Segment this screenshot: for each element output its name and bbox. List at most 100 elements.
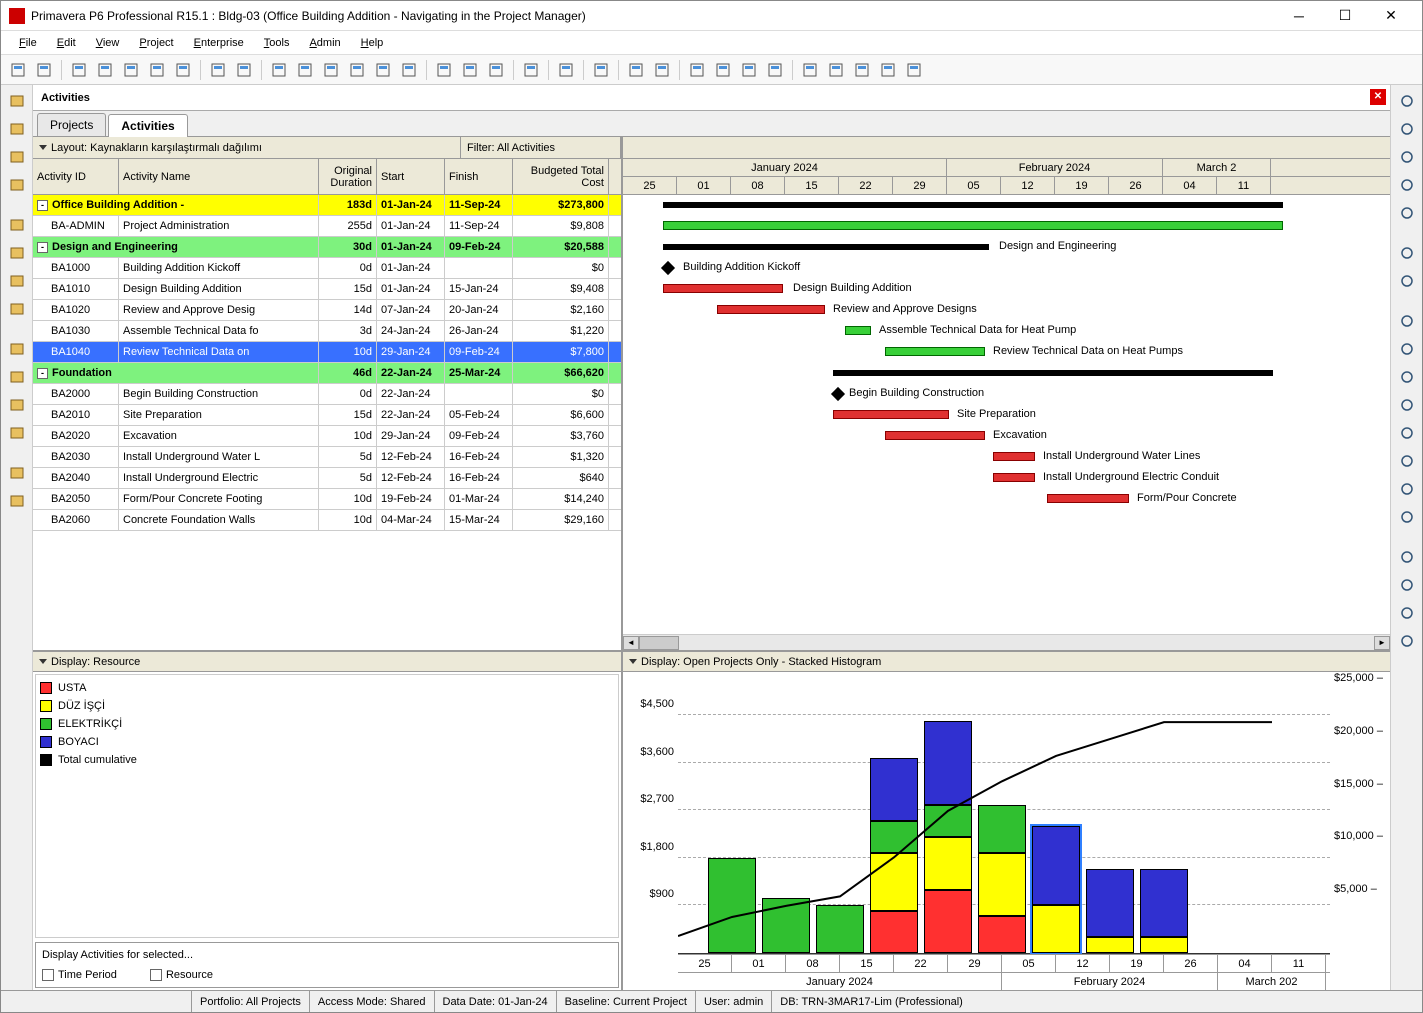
- columns-icon[interactable]: [93, 58, 117, 82]
- activities-icon[interactable]: [5, 269, 29, 293]
- expenses-icon[interactable]: [1395, 505, 1419, 529]
- col-header-id[interactable]: Activity ID: [33, 159, 119, 194]
- zoom-page-icon[interactable]: [876, 58, 900, 82]
- replace-icon[interactable]: [650, 58, 674, 82]
- store-icon[interactable]: [345, 58, 369, 82]
- code-assign-icon[interactable]: [1395, 365, 1419, 389]
- table-row[interactable]: BA1030Assemble Technical Data fo3d24-Jan…: [33, 321, 621, 342]
- hash-icon[interactable]: [589, 58, 613, 82]
- apply-icon[interactable]: [371, 58, 395, 82]
- table-row[interactable]: BA2030Install Underground Water L5d12-Fe…: [33, 447, 621, 468]
- add-icon[interactable]: [1395, 89, 1419, 113]
- wbs-icon[interactable]: [5, 241, 29, 265]
- menu-file[interactable]: File: [9, 34, 47, 52]
- arrow-left-icon[interactable]: [1395, 241, 1419, 265]
- reports-icon[interactable]: [5, 145, 29, 169]
- resource-assign-icon[interactable]: [1395, 309, 1419, 333]
- table-row[interactable]: -Office Building Addition -183d01-Jan-24…: [33, 195, 621, 216]
- activity-icon[interactable]: [119, 58, 143, 82]
- table-row[interactable]: -Design and Engineering30d01-Jan-2409-Fe…: [33, 237, 621, 258]
- col-header-cost[interactable]: Budgeted Total Cost: [513, 159, 609, 194]
- stacked-histogram[interactable]: $900$1,800$2,700$3,600$4,500$5,000 –$10,…: [623, 672, 1390, 990]
- schedule-icon[interactable]: [267, 58, 291, 82]
- resource-display-bar[interactable]: Display: Resource: [33, 652, 621, 672]
- table-row[interactable]: BA-ADMINProject Administration255d01-Jan…: [33, 216, 621, 237]
- table-row[interactable]: BA2020Excavation10d29-Jan-2409-Feb-24$3,…: [33, 426, 621, 447]
- zoom-in-icon[interactable]: [798, 58, 822, 82]
- menu-admin[interactable]: Admin: [299, 34, 350, 52]
- maximize-button[interactable]: ☐: [1322, 1, 1368, 31]
- copy-icon[interactable]: [1395, 173, 1419, 197]
- thresholds-icon[interactable]: [737, 58, 761, 82]
- sort-icon[interactable]: [458, 58, 482, 82]
- summarize-icon[interactable]: [397, 58, 421, 82]
- delete-icon[interactable]: [1395, 117, 1419, 141]
- resource-icon[interactable]: [145, 58, 169, 82]
- resource-checkbox[interactable]: Resource: [150, 969, 213, 981]
- paste-icon[interactable]: [1395, 201, 1419, 225]
- filter-dropdown[interactable]: Filter: All Activities: [461, 137, 621, 158]
- tab-projects[interactable]: Projects: [37, 113, 106, 136]
- layout-icon[interactable]: [67, 58, 91, 82]
- steps-icon[interactable]: [1395, 449, 1419, 473]
- bars-icon[interactable]: [171, 58, 195, 82]
- resources-icon[interactable]: [5, 117, 29, 141]
- table-row[interactable]: BA2010Site Preparation15d22-Jan-2405-Feb…: [33, 405, 621, 426]
- menu-enterprise[interactable]: Enterprise: [184, 34, 254, 52]
- print-preview-icon[interactable]: [32, 58, 56, 82]
- layout-dropdown[interactable]: Layout: Kaynakların karşılaştırmalı dağı…: [33, 137, 461, 158]
- menu-tools[interactable]: Tools: [254, 34, 300, 52]
- tab-activities[interactable]: Activities: [108, 114, 187, 137]
- panel-close-icon[interactable]: ✕: [1370, 89, 1386, 105]
- zoom-icon[interactable]: [902, 58, 926, 82]
- col-header-start[interactable]: Start: [377, 159, 445, 194]
- zoom-fit-icon[interactable]: [850, 58, 874, 82]
- menu-project[interactable]: Project: [129, 34, 183, 52]
- table-row[interactable]: BA1010Design Building Addition15d01-Jan-…: [33, 279, 621, 300]
- risks-icon[interactable]: [763, 58, 787, 82]
- col-header-finish[interactable]: Finish: [445, 159, 513, 194]
- filter-icon[interactable]: [484, 58, 508, 82]
- cut-icon[interactable]: [1395, 145, 1419, 169]
- succ-icon[interactable]: [1395, 421, 1419, 445]
- role-assign-icon[interactable]: [1395, 337, 1419, 361]
- minimize-button[interactable]: ─: [1276, 1, 1322, 31]
- progress-icon[interactable]: [319, 58, 343, 82]
- grid-body[interactable]: -Office Building Addition -183d01-Jan-24…: [33, 195, 621, 650]
- issues-icon[interactable]: [711, 58, 735, 82]
- assignments-icon[interactable]: [5, 297, 29, 321]
- folder-icon[interactable]: [5, 213, 29, 237]
- zoom-out-icon[interactable]: [824, 58, 848, 82]
- col-header-dur[interactable]: Original Duration: [319, 159, 377, 194]
- tracking-icon[interactable]: [5, 173, 29, 197]
- menu-view[interactable]: View: [86, 34, 130, 52]
- table-row[interactable]: BA1000Building Addition Kickoff0d01-Jan-…: [33, 258, 621, 279]
- eps-icon[interactable]: [5, 365, 29, 389]
- group-icon[interactable]: [432, 58, 456, 82]
- roles-icon[interactable]: [5, 393, 29, 417]
- print-icon[interactable]: [6, 58, 30, 82]
- obs-icon[interactable]: [5, 421, 29, 445]
- projects-icon[interactable]: [5, 89, 29, 113]
- menu-help[interactable]: Help: [351, 34, 394, 52]
- close-button[interactable]: ✕: [1368, 1, 1414, 31]
- table-row[interactable]: -Foundation46d22-Jan-2425-Mar-24$66,620: [33, 363, 621, 384]
- table-row[interactable]: BA1020Review and Approve Desig14d07-Jan-…: [33, 300, 621, 321]
- col-header-name[interactable]: Activity Name: [119, 159, 319, 194]
- enterprise-icon[interactable]: [5, 337, 29, 361]
- table-row[interactable]: BA2060Concrete Foundation Walls10d04-Mar…: [33, 510, 621, 531]
- menu-edit[interactable]: Edit: [47, 34, 86, 52]
- time-period-checkbox[interactable]: Time Period: [42, 969, 117, 981]
- up-icon[interactable]: [1395, 545, 1419, 569]
- down-icon[interactable]: [1395, 573, 1419, 597]
- columns-edit-icon[interactable]: [554, 58, 578, 82]
- spellcheck-icon[interactable]: [685, 58, 709, 82]
- table-row[interactable]: BA1040Review Technical Data on10d29-Jan-…: [33, 342, 621, 363]
- filter-dropdown-icon[interactable]: [519, 58, 543, 82]
- histogram-display-bar[interactable]: Display: Open Projects Only - Stacked Hi…: [623, 652, 1390, 672]
- undo-icon[interactable]: [206, 58, 230, 82]
- admin-icon[interactable]: [5, 489, 29, 513]
- table-row[interactable]: BA2050Form/Pour Concrete Footing10d19-Fe…: [33, 489, 621, 510]
- docs-icon[interactable]: [1395, 477, 1419, 501]
- table-row[interactable]: BA2040Install Underground Electric5d12-F…: [33, 468, 621, 489]
